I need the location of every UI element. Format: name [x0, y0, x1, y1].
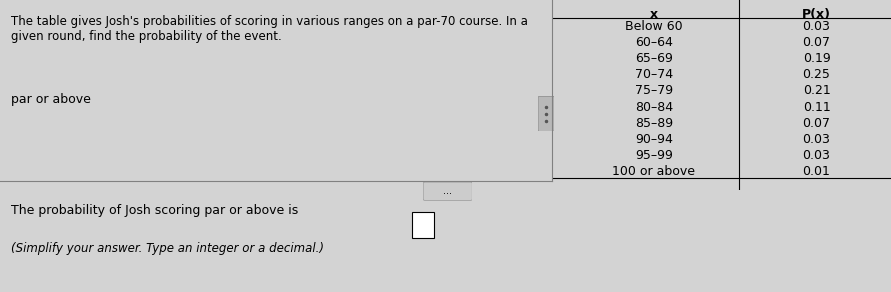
Text: 0.03: 0.03	[803, 20, 830, 33]
Text: 0.07: 0.07	[803, 117, 830, 130]
Text: 0.07: 0.07	[803, 36, 830, 49]
FancyBboxPatch shape	[538, 96, 554, 131]
Text: 0.25: 0.25	[803, 68, 830, 81]
Text: x: x	[650, 8, 658, 21]
Text: 0.11: 0.11	[803, 101, 830, 114]
Text: ...: ...	[443, 186, 453, 196]
Text: 0.19: 0.19	[803, 52, 830, 65]
Text: Below 60: Below 60	[625, 20, 683, 33]
Text: 65–69: 65–69	[635, 52, 673, 65]
Text: (Simplify your answer. Type an integer or a decimal.): (Simplify your answer. Type an integer o…	[11, 242, 324, 256]
Text: 90–94: 90–94	[635, 133, 673, 146]
Text: 100 or above: 100 or above	[612, 165, 696, 178]
Text: 0.01: 0.01	[803, 165, 830, 178]
Text: 80–84: 80–84	[635, 101, 673, 114]
Text: The table gives Josh's probabilities of scoring in various ranges on a par-70 co: The table gives Josh's probabilities of …	[11, 15, 528, 43]
Text: 70–74: 70–74	[635, 68, 673, 81]
Text: 85–89: 85–89	[635, 117, 673, 130]
Text: 95–99: 95–99	[635, 149, 673, 162]
Text: 75–79: 75–79	[635, 84, 673, 98]
Text: P(x): P(x)	[802, 8, 831, 21]
FancyBboxPatch shape	[412, 212, 434, 238]
Text: 60–64: 60–64	[635, 36, 673, 49]
Text: 0.21: 0.21	[803, 84, 830, 98]
Text: par or above: par or above	[11, 93, 91, 107]
Text: 0.03: 0.03	[803, 149, 830, 162]
Text: 0.03: 0.03	[803, 133, 830, 146]
Text: The probability of Josh scoring par or above is: The probability of Josh scoring par or a…	[11, 204, 298, 218]
FancyBboxPatch shape	[423, 182, 472, 200]
